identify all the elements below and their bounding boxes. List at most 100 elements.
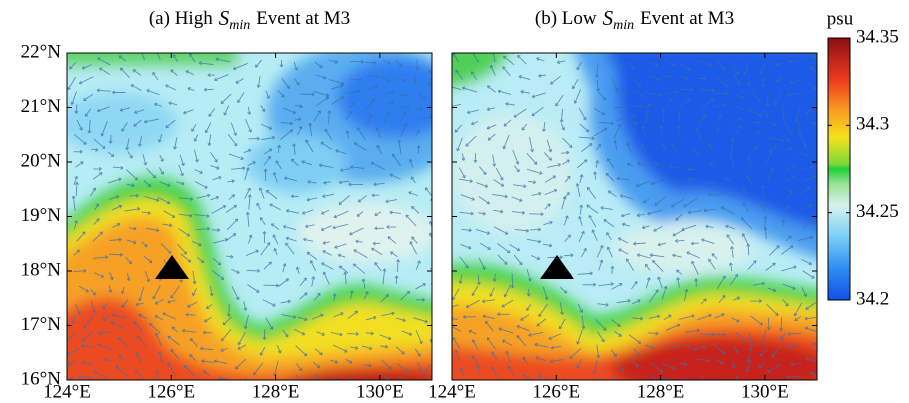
flow-arrow xyxy=(766,317,771,330)
flow-arrow xyxy=(194,181,208,189)
flow-arrow xyxy=(610,319,621,327)
flow-arrow xyxy=(804,316,817,321)
flow-arrow xyxy=(598,91,606,101)
flow-arrow xyxy=(299,92,315,97)
flow-arrow xyxy=(144,196,160,202)
flow-arrow xyxy=(127,151,133,159)
flow-arrow xyxy=(787,332,802,336)
flow-arrow xyxy=(173,136,178,150)
flow-arrow xyxy=(468,329,477,335)
flow-arrow xyxy=(237,92,245,104)
flow-arrow xyxy=(302,209,314,215)
flow-arrow xyxy=(211,269,225,281)
flow-arrow xyxy=(592,360,598,375)
flow-arrow xyxy=(350,346,359,350)
flow-arrow xyxy=(234,358,247,370)
flow-arrow xyxy=(687,177,699,182)
flow-arrow xyxy=(528,331,544,337)
flow-arrow xyxy=(478,257,486,270)
flow-arrow xyxy=(459,211,474,216)
flow-arrow xyxy=(347,332,359,336)
flow-arrow xyxy=(536,318,546,327)
flow-arrow xyxy=(348,182,363,187)
flow-arrow xyxy=(531,106,544,117)
flow-arrow xyxy=(273,360,279,377)
flow-arrow xyxy=(476,365,481,375)
flow-arrow xyxy=(596,244,604,258)
flow-arrow xyxy=(675,213,683,221)
flow-arrow xyxy=(779,317,784,332)
flow-arrow xyxy=(90,288,96,296)
flow-arrow xyxy=(765,150,773,166)
flow-arrow xyxy=(794,315,802,322)
flow-arrow xyxy=(547,255,563,260)
flow-arrow xyxy=(307,180,317,184)
flow-arrow xyxy=(544,203,551,210)
flow-arrow xyxy=(254,59,262,68)
flow-arrow xyxy=(633,121,638,135)
flow-arrow xyxy=(384,100,395,105)
flow-arrow xyxy=(561,377,565,380)
flow-arrow xyxy=(361,345,373,351)
flow-arrow xyxy=(134,369,144,379)
flow-arrow xyxy=(204,122,212,134)
flow-arrow xyxy=(149,323,161,334)
flow-arrow xyxy=(784,147,793,151)
flow-arrow xyxy=(614,331,622,337)
flow-arrow xyxy=(320,209,330,215)
flow-arrow xyxy=(491,366,499,378)
flow-arrow xyxy=(633,348,641,357)
flow-arrow xyxy=(766,304,779,317)
flow-arrow xyxy=(94,203,99,211)
flow-arrow xyxy=(282,107,296,115)
flow-arrow xyxy=(223,105,230,116)
flow-arrow xyxy=(315,96,330,107)
flow-arrow xyxy=(615,59,623,68)
title-part: (a) High xyxy=(149,8,213,29)
flow-arrow xyxy=(270,223,280,230)
flow-arrow xyxy=(773,93,782,106)
flow-arrow xyxy=(594,63,599,78)
flow-arrow xyxy=(93,371,108,379)
flow-arrow xyxy=(92,255,109,260)
flow-arrow xyxy=(764,108,769,118)
flow-arrow xyxy=(462,314,476,319)
flow-arrow xyxy=(735,332,747,343)
flow-arrow xyxy=(165,119,176,129)
flow-arrow xyxy=(475,229,491,235)
flow-arrow xyxy=(595,160,600,168)
flow-arrow xyxy=(417,362,422,372)
flow-arrow xyxy=(330,332,343,337)
flow-arrow xyxy=(396,259,401,273)
flow-arrow xyxy=(226,218,239,231)
flow-arrow xyxy=(382,268,387,285)
flow-arrow xyxy=(69,62,77,70)
flow-arrow xyxy=(183,109,194,115)
flow-arrow xyxy=(400,290,411,301)
flow-arrow xyxy=(280,121,294,126)
flow-arrow xyxy=(802,270,815,279)
flow-arrow xyxy=(110,321,126,330)
flow-arrow xyxy=(642,198,650,204)
flow-arrow xyxy=(529,212,544,217)
flow-arrow xyxy=(763,215,768,229)
flow-arrow xyxy=(794,108,801,123)
flow-arrow xyxy=(798,151,808,157)
flow-arrow xyxy=(636,253,651,259)
title-part: S xyxy=(603,6,614,30)
flow-arrow xyxy=(415,129,420,137)
flow-arrow xyxy=(732,63,740,76)
flow-arrow xyxy=(134,109,145,114)
flow-arrow xyxy=(803,175,817,182)
flow-arrow xyxy=(818,274,826,285)
flow-arrow xyxy=(159,154,164,162)
flow-arrow xyxy=(657,242,667,247)
flow-arrow xyxy=(170,285,181,299)
flow-arrow xyxy=(376,144,383,155)
flow-arrow xyxy=(363,363,372,368)
flow-arrow xyxy=(455,69,464,81)
flow-arrow xyxy=(191,240,202,247)
flow-arrow xyxy=(398,93,409,98)
flow-arrow xyxy=(606,158,614,168)
